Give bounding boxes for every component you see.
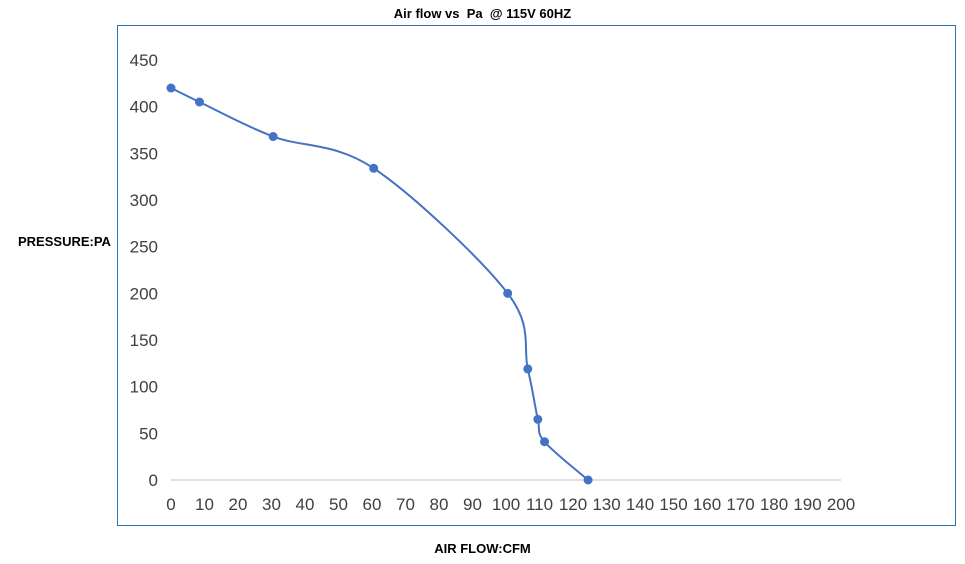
series-line	[170, 87, 589, 481]
y-axis-label: PRESSURE:PA	[18, 234, 111, 249]
x-tick-label: 160	[693, 495, 721, 514]
x-tick-label: 110	[526, 495, 553, 514]
x-tick-label: 130	[592, 495, 620, 514]
y-tick-label: 300	[130, 191, 158, 210]
data-point	[533, 414, 543, 424]
x-tick-label: 40	[296, 495, 315, 514]
data-point	[540, 437, 550, 447]
y-tick-label: 200	[130, 284, 158, 303]
x-tick-label: 70	[396, 495, 415, 514]
x-tick-label: 0	[166, 495, 175, 514]
chart-title: Air flow vs Pa @ 115V 60HZ	[393, 6, 572, 21]
x-tick-label: 200	[827, 495, 855, 514]
y-tick-label: 250	[130, 238, 158, 257]
y-tick-label: 150	[130, 331, 158, 350]
y-tick-label: 100	[130, 378, 158, 397]
y-tick-label: 350	[130, 144, 158, 163]
data-point	[369, 163, 379, 173]
x-tick-label: 120	[559, 495, 587, 514]
data-point	[583, 475, 593, 485]
x-tick-label: 90	[463, 495, 482, 514]
data-point	[503, 288, 513, 298]
data-point	[268, 132, 278, 142]
chart-frame	[117, 25, 956, 526]
y-tick-label: 0	[149, 471, 158, 490]
x-tick-label: 60	[363, 495, 382, 514]
x-tick-label: 150	[659, 495, 687, 514]
y-tick-label: 450	[130, 51, 158, 70]
x-tick-label: 100	[492, 495, 520, 514]
x-axis-label: AIR FLOW:CFM	[434, 541, 531, 556]
x-tick-label: 190	[793, 495, 821, 514]
y-tick-label: 50	[139, 424, 158, 443]
data-point	[166, 83, 176, 93]
x-tick-label: 30	[262, 495, 281, 514]
x-tick-label: 140	[626, 495, 654, 514]
x-tick-label: 10	[195, 495, 214, 514]
x-tick-label: 80	[430, 495, 449, 514]
y-tick-label: 400	[130, 98, 158, 117]
x-tick-label: 180	[760, 495, 788, 514]
data-point	[194, 97, 204, 107]
x-tick-label: 170	[726, 495, 754, 514]
x-tick-label: 50	[329, 495, 348, 514]
x-tick-label: 20	[229, 495, 248, 514]
data-point	[523, 364, 533, 374]
